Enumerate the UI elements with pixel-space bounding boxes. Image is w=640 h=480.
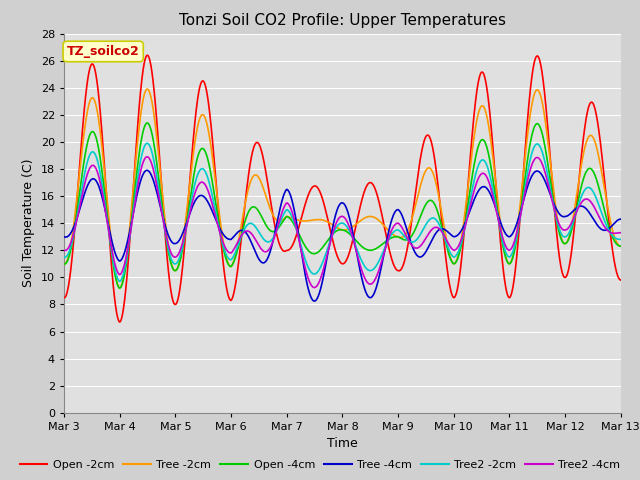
Text: TZ_soilco2: TZ_soilco2 <box>67 45 140 58</box>
Title: Tonzi Soil CO2 Profile: Upper Temperatures: Tonzi Soil CO2 Profile: Upper Temperatur… <box>179 13 506 28</box>
Legend: Open -2cm, Tree -2cm, Open -4cm, Tree -4cm, Tree2 -2cm, Tree2 -4cm: Open -2cm, Tree -2cm, Open -4cm, Tree -4… <box>15 456 625 474</box>
Y-axis label: Soil Temperature (C): Soil Temperature (C) <box>22 159 35 288</box>
X-axis label: Time: Time <box>327 437 358 450</box>
